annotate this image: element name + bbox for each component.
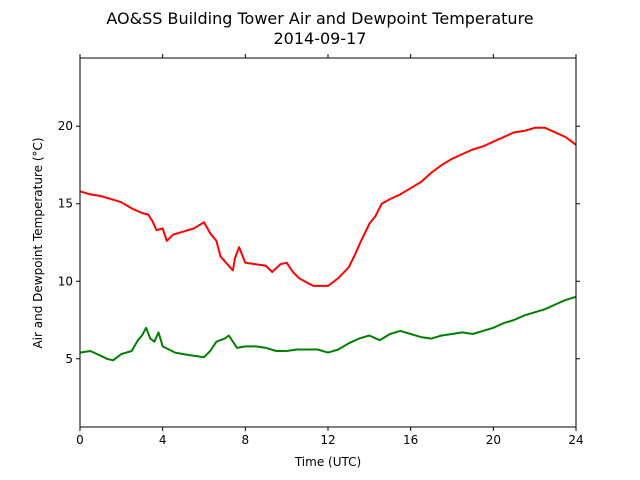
plot-frame xyxy=(79,57,577,428)
y-axis-label: Air and Dewpoint Temperature (°C) xyxy=(31,137,45,348)
x-tick-label: 24 xyxy=(568,433,583,447)
y-tick-label: 10 xyxy=(58,274,73,288)
x-tick-label: 0 xyxy=(76,433,84,447)
series-line-2 xyxy=(79,295,577,362)
x-tick-label: 20 xyxy=(486,433,501,447)
y-tick-label: 5 xyxy=(65,352,73,366)
x-tick-label: 16 xyxy=(403,433,418,447)
x-tick-label: 12 xyxy=(320,433,335,447)
chart-title: AO&SS Building Tower Air and Dewpoint Te… xyxy=(106,9,533,28)
x-tick-label: 8 xyxy=(242,433,250,447)
plot-area: 0 4 8 12 16 20 24 5 10 15 20 xyxy=(58,54,584,447)
y-tick-label: 20 xyxy=(58,119,73,133)
chart-subtitle: 2014-09-17 xyxy=(274,29,367,48)
x-tick-label: 4 xyxy=(159,433,167,447)
y-tick-label: 15 xyxy=(58,197,73,211)
series-line-1 xyxy=(79,126,577,287)
x-axis-label: Time (UTC) xyxy=(294,455,361,469)
